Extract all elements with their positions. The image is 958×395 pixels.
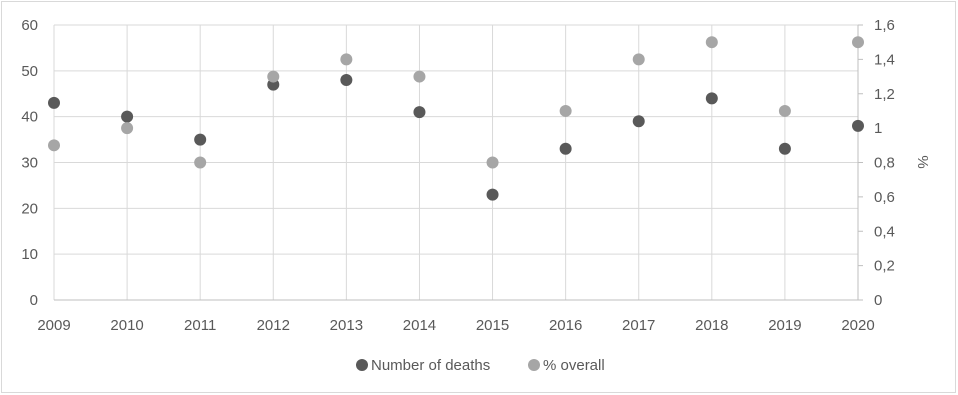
point-number-of-deaths bbox=[486, 188, 499, 201]
point-percent-overall bbox=[267, 70, 280, 83]
legend-marker bbox=[528, 359, 540, 371]
y-right-tick-label: 1,4 bbox=[874, 51, 895, 68]
x-tick-label: 2020 bbox=[841, 317, 874, 334]
point-percent-overall bbox=[852, 36, 864, 49]
y-left-tick-label: 60 bbox=[21, 17, 38, 34]
x-tick-label: 2012 bbox=[257, 317, 290, 334]
point-percent-overall bbox=[486, 156, 499, 169]
x-tick-label: 2019 bbox=[768, 317, 801, 334]
point-percent-overall bbox=[340, 53, 353, 66]
point-number-of-deaths bbox=[632, 115, 645, 128]
point-number-of-deaths bbox=[705, 92, 718, 105]
y-left-tick-label: 50 bbox=[21, 63, 38, 80]
point-number-of-deaths bbox=[413, 106, 426, 119]
x-tick-label: 2018 bbox=[695, 317, 728, 334]
point-percent-overall bbox=[121, 122, 134, 135]
point-number-of-deaths bbox=[194, 133, 207, 146]
legend-label: Number of deaths bbox=[371, 357, 490, 374]
y-left-tick-label: 20 bbox=[21, 200, 38, 217]
y-left-tick-label: 30 bbox=[21, 155, 38, 172]
point-percent-overall bbox=[632, 53, 645, 66]
x-tick-label: 2017 bbox=[622, 317, 655, 334]
point-number-of-deaths bbox=[778, 142, 791, 155]
y-right-tick-label: 0,8 bbox=[874, 155, 895, 172]
y-right-tick-label: 0,6 bbox=[874, 189, 895, 206]
point-percent-overall bbox=[778, 104, 791, 117]
point-number-of-deaths bbox=[121, 110, 134, 123]
legend-label: % overall bbox=[543, 357, 605, 374]
point-percent-overall bbox=[194, 156, 207, 169]
point-percent-overall bbox=[559, 104, 572, 117]
gridlines bbox=[53, 24, 859, 301]
x-tick-label: 2011 bbox=[184, 317, 216, 334]
legend-marker bbox=[356, 359, 368, 371]
y-right-axis-title: % bbox=[914, 155, 931, 168]
y-right-tick-label: 0 bbox=[874, 292, 882, 309]
point-number-of-deaths bbox=[852, 119, 864, 132]
x-tick-label: 2015 bbox=[476, 317, 509, 334]
y-left-tick-label: 0 bbox=[30, 292, 38, 309]
x-tick-label: 2014 bbox=[403, 317, 436, 334]
x-tick-label: 2016 bbox=[549, 317, 582, 334]
x-tick-label: 2013 bbox=[330, 317, 363, 334]
point-percent-overall bbox=[705, 36, 718, 49]
point-number-of-deaths bbox=[48, 96, 60, 109]
point-percent-overall bbox=[48, 139, 60, 152]
y-right-tick-label: 0,4 bbox=[874, 223, 895, 240]
data-points bbox=[48, 36, 864, 201]
y-right-tick-label: 1,6 bbox=[874, 17, 895, 34]
x-tick-label: 2010 bbox=[110, 317, 143, 334]
point-number-of-deaths bbox=[340, 74, 353, 86]
y-right-tick-label: 1 bbox=[874, 120, 882, 137]
x-tick-label: 2009 bbox=[37, 317, 70, 334]
y-left-tick-label: 40 bbox=[21, 109, 38, 126]
y-left-tick-label: 10 bbox=[21, 246, 38, 263]
axes: 0 10 20 30 40 50 60 0 0,2 0,4 0,6 0,8 1 1,2 1,4 1,6% 200… bbox=[21, 17, 931, 334]
y-right-tick-label: 1,2 bbox=[874, 86, 895, 103]
y-right-tick-label: 0,2 bbox=[874, 258, 895, 275]
legend: Number of deaths % overall bbox=[356, 357, 605, 374]
point-percent-overall bbox=[413, 70, 426, 83]
point-number-of-deaths bbox=[559, 142, 572, 155]
